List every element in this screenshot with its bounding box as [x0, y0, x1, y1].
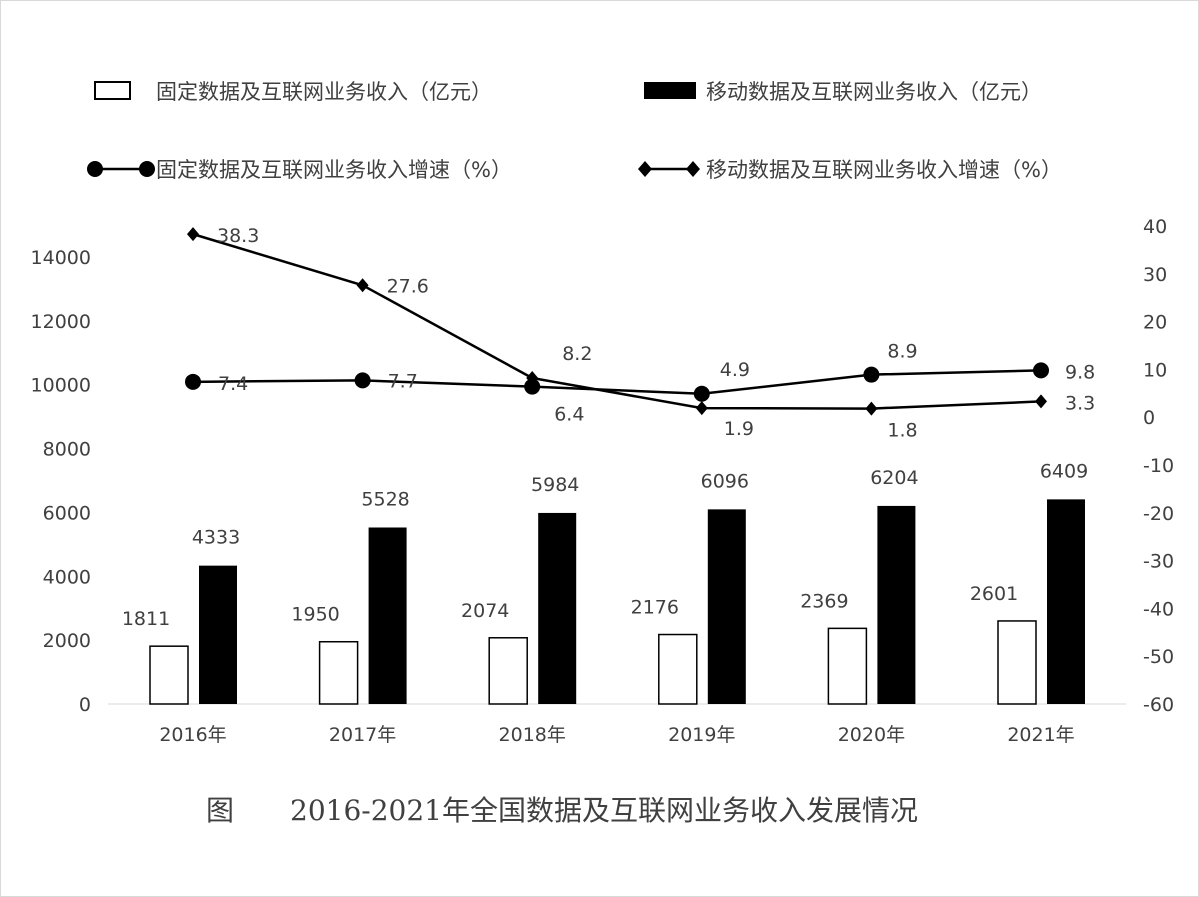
marker-mobile-growth	[1035, 394, 1047, 409]
data-label-mobile-revenue: 6204	[870, 467, 918, 489]
data-label-fixed-growth: 4.9	[720, 359, 750, 381]
y-right-tick-label: -30	[1143, 551, 1174, 573]
line-fixed-growth	[192, 369, 1042, 396]
x-tick-label: 2016年	[159, 724, 226, 746]
bar-fixed-revenue	[658, 633, 698, 705]
data-label-fixed-growth: 9.8	[1065, 361, 1095, 383]
data-label-fixed-revenue: 2176	[631, 597, 679, 619]
data-label-mobile-growth: 3.3	[1065, 392, 1095, 414]
bar-fixed-revenue	[318, 640, 359, 705]
y-right-tick-label: 10	[1143, 359, 1167, 381]
y-right-tick-label: 40	[1143, 216, 1167, 238]
y-left-tick-label: 10000	[31, 375, 91, 397]
data-label-fixed-revenue: 1811	[122, 608, 170, 630]
data-label-fixed-growth: 7.4	[218, 373, 248, 395]
data-label-mobile-growth: 27.6	[387, 275, 429, 297]
y-right-tick-label: -10	[1143, 455, 1174, 477]
legend-swatch-fixed-revenue	[94, 81, 131, 100]
x-tick-label: 2018年	[499, 724, 566, 746]
bar-fixed-revenue	[827, 627, 868, 705]
chart-title: 图 2016-2021年全国数据及互联网业务收入发展情况	[206, 794, 918, 827]
marker-mobile-growth	[695, 401, 708, 416]
legend: 固定数据及互联网业务收入（亿元） 移动数据及互联网业务收入（亿元） 固定数据及互…	[87, 80, 1062, 182]
legend-swatch-mobile-revenue	[644, 82, 696, 99]
bar-mobile-revenue	[1047, 499, 1085, 704]
x-tick-label: 2017年	[329, 724, 396, 746]
legend-swatch-fixed-growth	[87, 161, 155, 177]
bar-mobile-revenue	[199, 565, 237, 704]
y-right-tick-label: -20	[1143, 503, 1174, 525]
marker-mobile-growth	[356, 278, 369, 293]
bar-mobile-revenue	[707, 509, 746, 704]
data-label-fixed-revenue: 2369	[800, 590, 848, 612]
y-right-tick-label: -50	[1143, 646, 1174, 668]
bar-mobile-revenue	[368, 527, 407, 704]
marker-fixed-growth	[1033, 362, 1049, 379]
data-label-fixed-revenue: 2601	[970, 583, 1018, 605]
data-label-mobile-growth: 1.9	[724, 418, 754, 440]
data-label-fixed-revenue: 1950	[291, 604, 339, 626]
y-right-tick-label: 0	[1143, 407, 1155, 429]
bar-fixed-revenue	[997, 620, 1037, 705]
y-right-tick-label: -40	[1143, 598, 1174, 620]
y-left-tick-label: 12000	[31, 311, 91, 333]
legend-swatch-mobile-growth	[638, 161, 700, 177]
marker-mobile-growth	[526, 371, 539, 386]
marker-fixed-growth	[185, 373, 201, 390]
legend-label-fixed-revenue: 固定数据及互联网业务收入（亿元）	[156, 80, 492, 104]
data-label-mobile-growth: 8.2	[562, 343, 592, 365]
data-label-fixed-growth: 6.4	[554, 404, 584, 426]
y-left-tick-label: 0	[79, 694, 91, 716]
data-label-mobile-revenue: 5528	[361, 488, 409, 510]
data-label-mobile-revenue: 4333	[192, 527, 240, 549]
marker-fixed-growth	[354, 372, 371, 389]
y-left-tick-label: 8000	[43, 439, 91, 461]
y-left-tick-label: 6000	[43, 502, 91, 524]
data-label-fixed-growth: 8.9	[887, 341, 917, 363]
bar-mobile-revenue	[538, 512, 577, 704]
y-right-tick-label: 30	[1143, 264, 1167, 286]
x-tick-label: 2020年	[838, 724, 905, 746]
legend-label-mobile-revenue: 移动数据及互联网业务收入（亿元）	[706, 80, 1042, 104]
data-label-mobile-revenue: 6096	[701, 470, 749, 492]
y-right-tick-label: -60	[1143, 694, 1174, 716]
data-label-mobile-growth: 1.8	[887, 420, 917, 442]
data-label-mobile-growth: 38.3	[217, 225, 259, 247]
y-left-tick-label: 14000	[31, 247, 91, 269]
data-label-mobile-revenue: 6409	[1040, 460, 1088, 482]
data-label-fixed-revenue: 2074	[461, 600, 509, 622]
bar-fixed-revenue	[488, 637, 528, 705]
line-mobile-growth	[192, 232, 1042, 410]
marker-fixed-growth	[863, 366, 880, 383]
y-right-tick-label: 20	[1143, 312, 1167, 334]
y-left-tick-label: 2000	[43, 630, 91, 652]
bar-fixed-revenue	[149, 645, 189, 705]
marker-fixed-growth	[693, 385, 710, 402]
x-tick-label: 2021年	[1007, 724, 1074, 746]
data-label-mobile-revenue: 5984	[531, 474, 579, 496]
legend-label-fixed-growth: 固定数据及互联网业务收入增速（%）	[156, 158, 512, 182]
data-label-fixed-growth: 7.7	[388, 370, 418, 392]
bar-mobile-revenue	[877, 505, 916, 704]
legend-label-mobile-growth: 移动数据及互联网业务收入增速（%）	[706, 158, 1062, 182]
marker-mobile-growth	[187, 227, 199, 242]
y-left-tick-label: 4000	[43, 566, 91, 588]
marker-mobile-growth	[865, 401, 878, 416]
x-tick-label: 2019年	[668, 724, 735, 746]
marker-fixed-growth	[524, 378, 541, 395]
